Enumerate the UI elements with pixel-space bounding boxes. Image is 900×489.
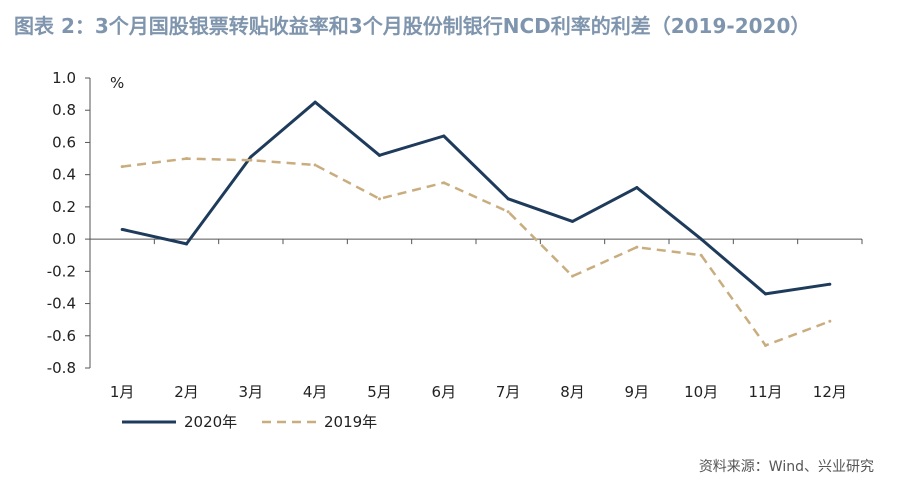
- x-tick-label: 5月: [367, 383, 392, 401]
- axes: [85, 77, 863, 369]
- data-point: [185, 157, 188, 161]
- x-tick-label: 10月: [684, 383, 718, 401]
- y-tick-label: 1.0: [52, 69, 76, 87]
- x-tick-label: 7月: [496, 383, 521, 401]
- x-tick-label: 6月: [432, 383, 457, 401]
- y-tick-label: -0.8: [47, 359, 76, 377]
- source-note: 资料来源：Wind、兴业研究: [698, 459, 874, 475]
- x-tick-label: 12月: [813, 383, 847, 401]
- data-point: [764, 292, 767, 296]
- data-point: [249, 155, 253, 159]
- y-tick-label: -0.2: [47, 262, 76, 280]
- x-tick-label: 3月: [239, 383, 264, 401]
- y-tick-label: 0.6: [52, 133, 76, 151]
- data-point: [635, 245, 639, 249]
- data-point: [506, 210, 510, 214]
- data-point: [313, 100, 317, 104]
- x-tick-label: 11月: [748, 383, 782, 401]
- y-tick-label: 0.4: [52, 166, 76, 184]
- x-tick-label: 4月: [303, 383, 328, 401]
- y-tick-label: -0.4: [47, 295, 76, 313]
- series-line-2020: [121, 100, 831, 296]
- y-tick-label: -0.6: [47, 327, 76, 345]
- chart-title: 图表 2：3个月国股银票转贴收益率和3个月股份制银行NCD利率的利差（2019-…: [14, 14, 811, 38]
- data-point: [442, 134, 446, 138]
- data-point: [828, 282, 832, 286]
- x-tick-label: 8月: [560, 383, 585, 401]
- data-point: [378, 153, 381, 157]
- y-tick-label: 0.0: [52, 230, 76, 248]
- series-lines: [120, 100, 832, 347]
- series-line-2019: [122, 157, 831, 347]
- x-tick-label: 9月: [625, 383, 650, 401]
- data-point: [249, 158, 253, 162]
- data-point: [828, 319, 832, 323]
- data-point: [699, 237, 703, 241]
- data-point: [378, 197, 381, 201]
- y-tick-label: 0.2: [52, 198, 76, 216]
- data-point: [571, 219, 574, 223]
- data-point: [571, 274, 574, 278]
- legend: 2020年 2019年: [122, 413, 377, 431]
- data-point: [442, 181, 446, 185]
- data-point: [699, 253, 703, 257]
- x-tick-label: 2月: [174, 383, 199, 401]
- data-point: [185, 242, 188, 246]
- y-tick-labels: 1.0 0.8 0.6 0.4 0.2 0.0 -0.2 -0.4 -0.6 -0.8: [47, 69, 76, 377]
- data-point: [120, 165, 124, 169]
- data-point: [635, 186, 639, 190]
- data-point: [120, 227, 124, 231]
- data-point: [313, 163, 317, 167]
- legend-label: 2019年: [324, 413, 377, 431]
- legend-label: 2020年: [184, 413, 237, 431]
- data-point: [506, 197, 510, 201]
- x-tick-label: 1月: [110, 383, 135, 401]
- y-tick-label: 0.8: [52, 101, 76, 119]
- x-tick-labels: 1月 2月 3月 4月 5月 6月 7月 8月 9月 10月 11月 12月: [110, 383, 847, 401]
- data-point: [764, 343, 767, 347]
- y-axis-unit: %: [110, 74, 124, 92]
